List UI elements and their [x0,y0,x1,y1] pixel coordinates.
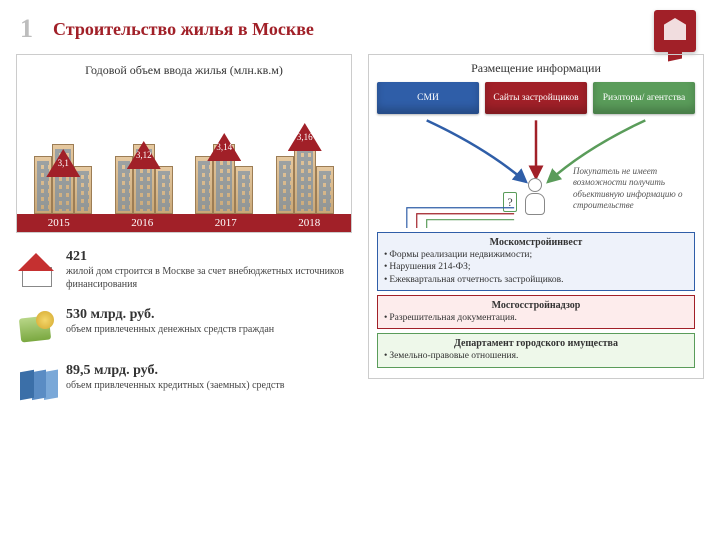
chart-year-label: 2018 [268,214,352,232]
chart-year-label: 2017 [184,214,268,232]
books-icon [16,363,56,403]
chart-bar-2015: 3,1 [23,149,104,214]
org-item: Нарушения 214-ФЗ; [384,261,688,273]
stat-description: жилой дом строится в Москве за счет внеб… [66,265,352,291]
chart-bar-2017: 3,14 [184,133,265,214]
info-title: Размещение информации [377,61,695,76]
stat-value: 89,5 млрд. руб. [66,363,284,379]
org-item: Земельно-правовые отношения. [384,350,688,362]
org-title: Москомстройинвест [384,236,688,249]
chart-title: Годовой объем ввода жилья (млн.кв.м) [17,63,351,78]
stat-row: 421жилой дом строится в Москве за счет в… [16,249,352,291]
org-item: Ежеквартальная отчетность застройщиков. [384,274,688,286]
info-tab: Сайты застройщиков [485,82,587,114]
org-box: Департамент городского имуществаЗемельно… [377,333,695,367]
buyer-note: Покупатель не имеет возможности получить… [573,166,693,211]
org-box: МоскомстройинвестФормы реализации недвиж… [377,232,695,291]
org-title: Департамент городского имущества [384,337,688,350]
info-panel: Размещение информации СМИСайты застройщи… [368,54,704,379]
stat-value: 421 [66,249,352,265]
org-item: Формы реализации недвижимости; [384,249,688,261]
chart-bar-2016: 3,12 [104,141,185,214]
page-number: 1 [20,14,33,44]
info-tab: СМИ [377,82,479,114]
page-title: Строительство жилья в Москве [53,19,314,40]
housing-chart: Годовой объем ввода жилья (млн.кв.м) 3,1… [16,54,352,233]
chart-bar-2018: 3,16 [265,123,346,214]
building-icon [276,144,334,214]
chart-arrow-value: 3,16 [288,123,322,151]
money-icon [16,307,56,347]
org-title: Мосгосстройнадзор [384,299,688,312]
house-icon [16,249,56,289]
stat-row: 530 млрд. руб.объем привлеченных денежны… [16,307,352,347]
stat-description: объем привлеченных денежных средств граж… [66,323,274,336]
stat-description: объем привлеченных кредитных (заемных) с… [66,379,284,392]
flow-area: ? Покупатель не имеет возможности получи… [377,118,695,228]
stat-row: 89,5 млрд. руб.объем привлеченных кредит… [16,363,352,403]
org-item: Разрешительная документация. [384,312,688,324]
info-tab: Риэлторы/ агентства [593,82,695,114]
logo-shield-icon [654,10,696,52]
chart-year-label: 2016 [101,214,185,232]
chart-year-label: 2015 [17,214,101,232]
stat-value: 530 млрд. руб. [66,307,274,323]
question-mark-icon: ? [503,192,517,212]
org-box: МосгосстройнадзорРазрешительная документ… [377,295,695,329]
buyer-person-icon: ? [517,178,553,224]
